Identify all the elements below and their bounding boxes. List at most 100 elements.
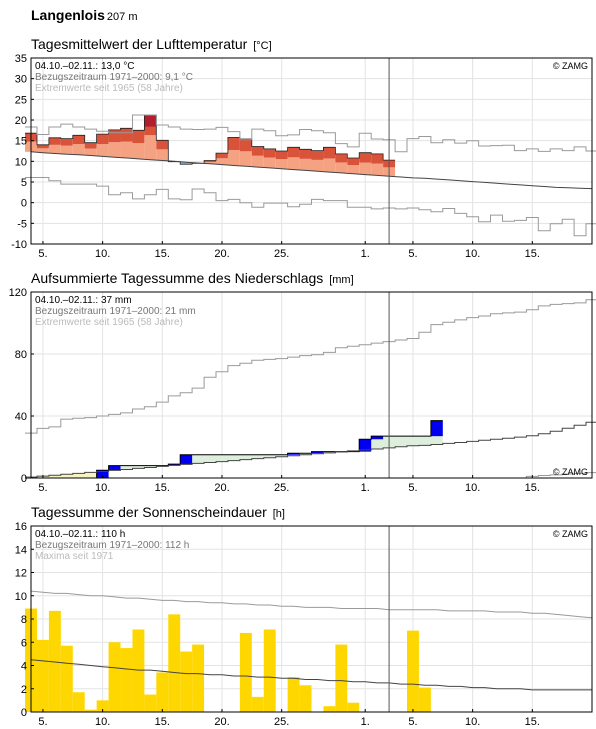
temperature-y-tick-label: 30 — [15, 74, 27, 86]
temperature-legend-line-2: Bezugszeitraum 1971–2000: 9,1 °C — [35, 72, 193, 83]
precipitation-surplus-area — [299, 453, 312, 455]
temperature-bar-warm — [96, 134, 109, 145]
temperature-panel-title: Tagesmittelwert der Lufttemperatur [°C] — [31, 36, 272, 52]
temperature-bar-mild — [275, 158, 288, 169]
precipitation-surplus-area — [144, 465, 157, 468]
temperature-bar-warm — [263, 148, 276, 158]
temperature-bar-mild — [299, 158, 312, 171]
precipitation-plot-frame — [30, 291, 593, 479]
precipitation-daily-increment — [168, 464, 181, 466]
temperature-y-tick-label: -5 — [17, 218, 27, 230]
precipitation-deficit-area — [84, 472, 97, 478]
precipitation-min-line — [25, 472, 596, 479]
sunshine-legend-line-3: Maxima seit 1971 — [35, 551, 114, 562]
temperature-x-tick-label: 25. — [274, 248, 289, 260]
temperature-unit: [°C] — [253, 40, 272, 52]
sunshine-bar — [36, 639, 49, 712]
precipitation-legend-line-2: Bezugszeitraum 1971–2000: 21 mm — [35, 306, 196, 317]
precipitation-daily-increment — [371, 436, 384, 440]
sunshine-y-tick-label: 16 — [15, 521, 27, 533]
temperature-bar-mild — [263, 157, 276, 168]
precipitation-x-tick-label: 15. — [525, 482, 540, 494]
temperature-bar-mild — [359, 162, 372, 175]
sunshine-bar — [406, 630, 419, 712]
precipitation-surplus-area — [192, 454, 205, 464]
sunshine-legend-line-2: Bezugszeitraum 1971–2000: 112 h — [35, 540, 189, 551]
temperature-bar-mild — [371, 163, 384, 176]
temperature-legend-line-3: Extremwerte seit 1965 (58 Jahre) — [35, 83, 183, 94]
sunshine-copyright: © ZAMG — [553, 529, 588, 539]
precipitation-x-tick-label: 5. — [408, 482, 417, 494]
temperature-bar-warm — [287, 147, 300, 158]
precipitation-x-tick-label: 1. — [361, 482, 370, 494]
sunshine-y-tick-label: 6 — [21, 637, 27, 649]
sunshine-bar — [239, 632, 252, 712]
sunshine-bar — [347, 702, 360, 712]
precipitation-y-tick-label: 120 — [9, 287, 27, 299]
precipitation-deficit-area — [72, 473, 85, 478]
temperature-bar-warm — [335, 153, 348, 163]
temperature-min-line — [25, 177, 596, 237]
sunshine-bar — [168, 614, 181, 712]
temperature-bar-mild — [335, 162, 348, 173]
temperature-bar-warm — [347, 158, 360, 166]
temperature-y-tick-label: 35 — [15, 53, 27, 65]
sunshine-bar — [144, 694, 157, 712]
sunshine-x-tick-label: 15. — [155, 716, 170, 728]
temperature-bar-warm — [120, 128, 133, 142]
temperature-bar-mild — [132, 143, 145, 159]
precipitation-x-tick-label: 20. — [214, 482, 229, 494]
temperature-bar-mild — [84, 148, 97, 156]
precipitation-title-text: Aufsummierte Tagessumme des Niederschlag… — [31, 270, 324, 286]
precipitation-deficit-area — [60, 474, 73, 478]
temperature-bar-mild — [156, 149, 169, 161]
temperature-bar-mild — [108, 142, 121, 158]
sunshine-y-tick-label: 10 — [15, 591, 27, 603]
precipitation-series-line — [25, 420, 443, 479]
temperature-bar-warm — [251, 146, 264, 156]
temperature-bar-warm — [108, 129, 121, 143]
temperature-y-tick-label: 5 — [21, 177, 27, 189]
temperature-bar-mild — [239, 151, 252, 167]
temperature-bar-mild — [227, 150, 240, 166]
temperature-y-tick-label: 0 — [21, 198, 27, 210]
precipitation-y-tick-label: 40 — [15, 411, 27, 423]
temperature-plot-frame — [30, 57, 593, 245]
sunshine-x-tick-label: 15. — [525, 716, 540, 728]
temperature-bar-warm — [84, 142, 97, 149]
temperature-title-text: Tagesmittelwert der Lufttemperatur — [31, 36, 248, 52]
chart-panel-2: 0 40 80 120 5. 10. 15. 20. 25. 1. 5. 10. 15. 04.10.–0… — [9, 287, 596, 494]
sunshine-bar — [72, 692, 85, 712]
temperature-bar-mild — [216, 158, 228, 165]
sunshine-bar — [84, 709, 97, 712]
sunshine-bar — [299, 685, 312, 712]
temperature-bar-mild — [323, 158, 336, 173]
precipitation-surplus-area — [132, 465, 145, 469]
precipitation-surplus-area — [406, 436, 419, 446]
sunshine-bar — [108, 642, 121, 712]
temperature-copyright: © ZAMG — [553, 61, 588, 71]
temperature-bar-mild — [48, 144, 61, 154]
temperature-bar-warm — [72, 135, 85, 145]
sunshine-bar — [251, 696, 264, 712]
sunshine-bar — [192, 644, 205, 712]
temperature-bar-warm — [275, 151, 288, 159]
sunshine-bar — [418, 687, 431, 712]
temperature-bar-mild — [204, 161, 217, 164]
precipitation-daily-increment — [180, 454, 193, 465]
temperature-x-tick-label: 20. — [214, 248, 229, 260]
sunshine-bar — [96, 700, 109, 712]
temperature-y-tick-label: 10 — [15, 156, 27, 168]
station-header: Langenlois 207 m — [31, 7, 137, 25]
temperature-bar-mild — [36, 148, 49, 153]
temperature-bar-warm — [60, 138, 73, 146]
sunshine-y-tick-label: 14 — [15, 544, 27, 556]
sunshine-panel-title: Tagessumme der Sonnenscheindauer [h] — [31, 504, 285, 520]
precipitation-x-tick-label: 5. — [38, 482, 47, 494]
sunshine-x-tick-label: 10. — [95, 716, 110, 728]
temperature-bar-warm — [323, 147, 336, 159]
sunshine-unit: [h] — [272, 508, 285, 520]
temperature-y-tick-label: -10 — [11, 239, 27, 251]
temperature-bar-mild — [347, 165, 360, 174]
